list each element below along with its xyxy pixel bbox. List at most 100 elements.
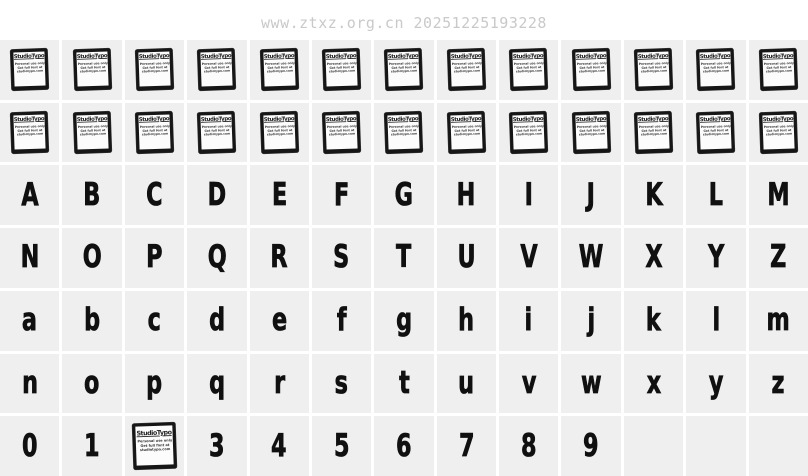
- glyph-cell: StudioTypo Personal use only Get full fo…: [124, 40, 185, 100]
- glyph-character: v: [521, 364, 537, 401]
- glyph-cell: E: [249, 165, 309, 226]
- glyph-cell: z: [748, 353, 808, 414]
- notdef-brand-label: StudioTypo: [201, 53, 232, 61]
- glyph-character: Z: [770, 239, 787, 276]
- glyph-cell: H: [436, 165, 497, 226]
- notdef-brand-label: StudioTypo: [136, 428, 172, 438]
- notdef-glyph-box: StudioTypo Personal use only Get full fo…: [10, 111, 49, 154]
- glyph-cell: N: [0, 228, 60, 288]
- notdef-brand-label: StudioTypo: [76, 115, 107, 124]
- notdef-license-text: Personal use only Get full font at studi…: [76, 124, 107, 137]
- notdef-glyph-box: StudioTypo Personal use only Get full fo…: [197, 111, 237, 154]
- glyph-cell: f: [311, 290, 372, 351]
- glyph-cell: 5: [311, 416, 372, 476]
- glyph-character: r: [273, 364, 285, 401]
- glyph-cell: J: [561, 165, 621, 226]
- notdef-license-text: Personal use only Get full font at studi…: [451, 62, 482, 75]
- notdef-brand-label: StudioTypo: [450, 115, 482, 124]
- glyph-cell: StudioTypo Personal use only Get full fo…: [62, 102, 122, 163]
- glyph-cell: q: [187, 353, 247, 414]
- glyph-character: o: [84, 364, 100, 401]
- glyph-cell: h: [436, 290, 497, 351]
- glyph-cell: [686, 416, 746, 476]
- glyph-character: k: [646, 302, 661, 339]
- character-map-grid: StudioTypo Personal use only Get full fo…: [0, 40, 808, 476]
- glyph-character: 5: [333, 427, 350, 464]
- glyph-cell: StudioTypo Personal use only Get full fo…: [0, 102, 60, 163]
- glyph-cell: B: [62, 165, 122, 226]
- glyph-cell: StudioTypo Personal use only Get full fo…: [436, 40, 497, 100]
- glyph-cell: i: [499, 290, 559, 351]
- notdef-brand-label: StudioTypo: [13, 53, 45, 61]
- notdef-glyph-box: StudioTypo Personal use only Get full fo…: [571, 111, 611, 154]
- notdef-license-text: Personal use only Get full font at studi…: [763, 124, 794, 137]
- glyph-character: z: [771, 364, 786, 401]
- notdef-brand-label: StudioTypo: [450, 53, 482, 61]
- glyph-character: l: [712, 302, 720, 339]
- notdef-brand-label: StudioTypo: [263, 53, 295, 61]
- glyph-character: 6: [396, 427, 412, 464]
- notdef-license-text: Personal use only Get full font at studi…: [763, 62, 794, 75]
- glyph-character: G: [394, 176, 414, 213]
- notdef-brand-label: StudioTypo: [325, 53, 357, 61]
- notdef-license-text: Personal use only Get full font at studi…: [575, 124, 606, 137]
- glyph-character: D: [207, 176, 227, 213]
- glyph-character: s: [334, 364, 349, 401]
- glyph-cell: u: [436, 353, 497, 414]
- glyph-cell: 7: [436, 416, 497, 476]
- glyph-cell: s: [311, 353, 372, 414]
- glyph-cell: A: [0, 165, 60, 226]
- notdef-brand-label: StudioTypo: [263, 115, 295, 124]
- glyph-character: Q: [207, 239, 227, 276]
- glyph-character: S: [333, 239, 350, 276]
- notdef-glyph-box: StudioTypo Personal use only Get full fo…: [634, 111, 673, 154]
- glyph-cell: V: [499, 228, 559, 288]
- glyph-character: i: [524, 302, 533, 339]
- notdef-license-text: Personal use only Get full font at studi…: [263, 124, 295, 137]
- glyph-cell: T: [374, 228, 434, 288]
- glyph-character: p: [146, 364, 163, 401]
- notdef-glyph-box: StudioTypo Personal use only Get full fo…: [384, 48, 424, 91]
- glyph-character: c: [147, 302, 162, 339]
- notdef-license-text: Personal use only Get full font at studi…: [451, 124, 482, 137]
- glyph-cell: o: [62, 353, 122, 414]
- glyph-cell: StudioTypo Personal use only Get full fo…: [0, 40, 60, 100]
- notdef-glyph-box: StudioTypo Personal use only Get full fo…: [322, 48, 361, 91]
- notdef-brand-label: StudioTypo: [513, 53, 544, 61]
- glyph-character: m: [766, 302, 790, 339]
- glyph-cell: w: [561, 353, 621, 414]
- glyph-cell: StudioTypo Personal use only Get full fo…: [748, 40, 808, 100]
- glyph-cell: M: [748, 165, 808, 226]
- notdef-glyph-box: StudioTypo Personal use only Get full fo…: [447, 111, 486, 154]
- notdef-license-text: Personal use only Get full font at studi…: [14, 62, 45, 75]
- glyph-cell: S: [311, 228, 372, 288]
- glyph-character: 0: [21, 427, 38, 464]
- notdef-license-text: Personal use only Get full font at studi…: [14, 124, 45, 137]
- glyph-cell: g: [374, 290, 434, 351]
- glyph-cell: r: [249, 353, 309, 414]
- notdef-glyph-box: StudioTypo Personal use only Get full fo…: [696, 111, 736, 154]
- glyph-character: N: [20, 239, 40, 276]
- glyph-cell: b: [62, 290, 122, 351]
- notdef-brand-label: StudioTypo: [138, 53, 170, 61]
- glyph-character: u: [458, 364, 475, 401]
- glyph-character: F: [333, 176, 350, 213]
- glyph-cell: StudioTypo Personal use only Get full fo…: [561, 40, 621, 100]
- notdef-brand-label: StudioTypo: [637, 53, 669, 61]
- notdef-license-text: Personal use only Get full font at studi…: [139, 124, 170, 137]
- notdef-glyph-box: StudioTypo Personal use only Get full fo…: [72, 111, 112, 154]
- glyph-cell: x: [623, 353, 684, 414]
- notdef-glyph-box: StudioTypo Personal use only Get full fo…: [696, 48, 736, 91]
- glyph-cell: StudioTypo Personal use only Get full fo…: [623, 40, 684, 100]
- glyph-cell: 8: [499, 416, 559, 476]
- notdef-license-text: Personal use only Get full font at studi…: [201, 62, 232, 75]
- glyph-cell: [623, 416, 684, 476]
- glyph-cell: X: [623, 228, 684, 288]
- glyph-cell: StudioTypo Personal use only Get full fo…: [311, 102, 372, 163]
- notdef-license-text: Personal use only Get full font at studi…: [136, 438, 172, 453]
- glyph-cell: I: [499, 165, 559, 226]
- notdef-brand-label: StudioTypo: [513, 115, 544, 124]
- notdef-glyph-box: StudioTypo Personal use only Get full fo…: [384, 111, 424, 154]
- glyph-cell: n: [0, 353, 60, 414]
- notdef-glyph-box: StudioTypo Personal use only Get full fo…: [10, 48, 49, 91]
